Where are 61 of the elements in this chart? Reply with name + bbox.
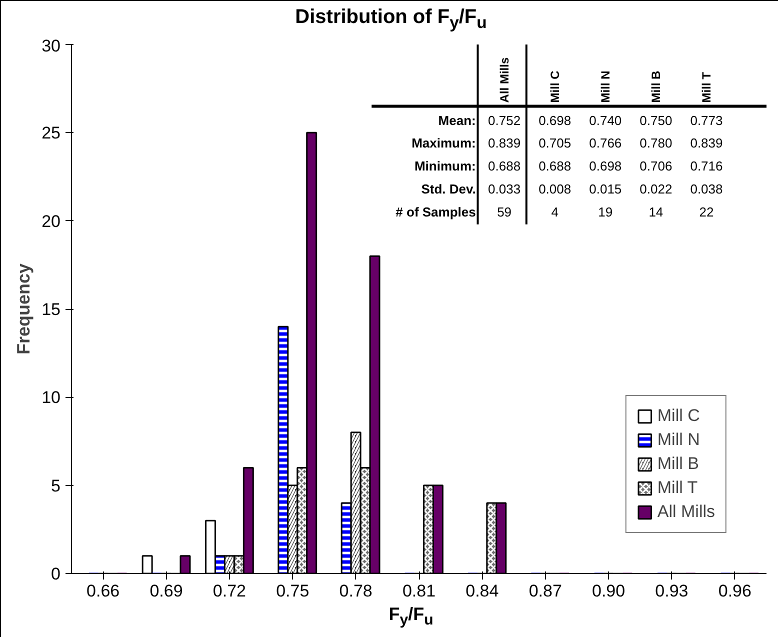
annotation: 0.033 — [488, 182, 521, 197]
annotation: Maximum: — [412, 136, 476, 151]
annotation: 22 — [699, 204, 714, 220]
y-tick-label: 5 — [51, 476, 61, 496]
annotation: Mill C — [548, 70, 562, 103]
annotation: 0.706 — [640, 158, 672, 174]
y-tick-label: 30 — [42, 36, 61, 56]
annotation: 0.022 — [640, 182, 672, 197]
annotation: Mill B — [648, 70, 663, 103]
annotation: 0.008 — [538, 182, 572, 197]
x-tick-label: 0.81 — [402, 582, 436, 600]
annotation: 0.716 — [690, 158, 723, 174]
annotation: Mean: — [438, 112, 476, 128]
annotation: 4 — [551, 204, 558, 220]
annotation: All Mills — [497, 57, 512, 103]
annotation: 0.839 — [690, 136, 723, 151]
legend-label: Mill B — [657, 454, 699, 474]
x-tick-label: 0.87 — [528, 582, 562, 600]
annotation: 0.015 — [589, 182, 622, 197]
x-tick-label: 0.75 — [276, 582, 310, 600]
annotation: 59 — [497, 204, 512, 220]
y-axis-title: Frequency — [14, 263, 34, 355]
annotation: Mill N — [598, 70, 612, 103]
annotation: # of Samples — [396, 204, 476, 220]
annotation: 0.839 — [488, 136, 521, 151]
y-tick-label: 20 — [42, 212, 61, 231]
annotation: 0.752 — [488, 112, 521, 128]
annotation: Mill T — [699, 71, 714, 103]
annotation: Std. Dev. — [421, 182, 476, 197]
legend-label: Mill C — [657, 406, 700, 426]
x-tick-label: 0.69 — [150, 582, 183, 600]
x-tick-label: 0.93 — [655, 582, 688, 600]
legend-label: All Mills — [657, 502, 715, 522]
x-tick-label: 0.96 — [718, 582, 752, 600]
legend-label: Mill N — [657, 430, 700, 450]
annotation: 0.038 — [690, 182, 723, 197]
annotation: 0.740 — [589, 112, 622, 128]
annotation: 0.698 — [538, 112, 572, 128]
x-axis-title: F$_{y}$/F$_{u}$ — [388, 604, 434, 629]
y-tick-label: 15 — [42, 300, 61, 319]
annotation: 0.698 — [589, 158, 622, 174]
annotation: 0.773 — [690, 112, 723, 128]
annotation: 0.780 — [640, 136, 672, 151]
annotation: 0.705 — [538, 136, 572, 151]
x-tick-label: 0.66 — [86, 582, 120, 600]
annotation: 0.750 — [640, 112, 672, 128]
x-tick-label: 0.78 — [339, 582, 372, 600]
annotation: 19 — [598, 204, 613, 220]
x-tick-label: 0.84 — [466, 582, 499, 600]
annotation: 0.766 — [589, 136, 622, 151]
annotation: Minimum: — [414, 158, 476, 174]
annotation: 14 — [648, 204, 664, 220]
y-tick-label: 10 — [42, 388, 61, 408]
chart-title: Distribution of F$_{y}$/F$_{u}$ — [294, 6, 488, 33]
x-tick-label: 0.90 — [592, 582, 626, 600]
annotation: 0.688 — [488, 158, 521, 174]
y-tick-label: 25 — [42, 124, 61, 143]
y-tick-label: 0 — [51, 564, 61, 584]
annotation: 0.688 — [538, 158, 572, 174]
legend-label: Mill T — [657, 478, 698, 498]
x-tick-label: 0.72 — [212, 582, 246, 600]
